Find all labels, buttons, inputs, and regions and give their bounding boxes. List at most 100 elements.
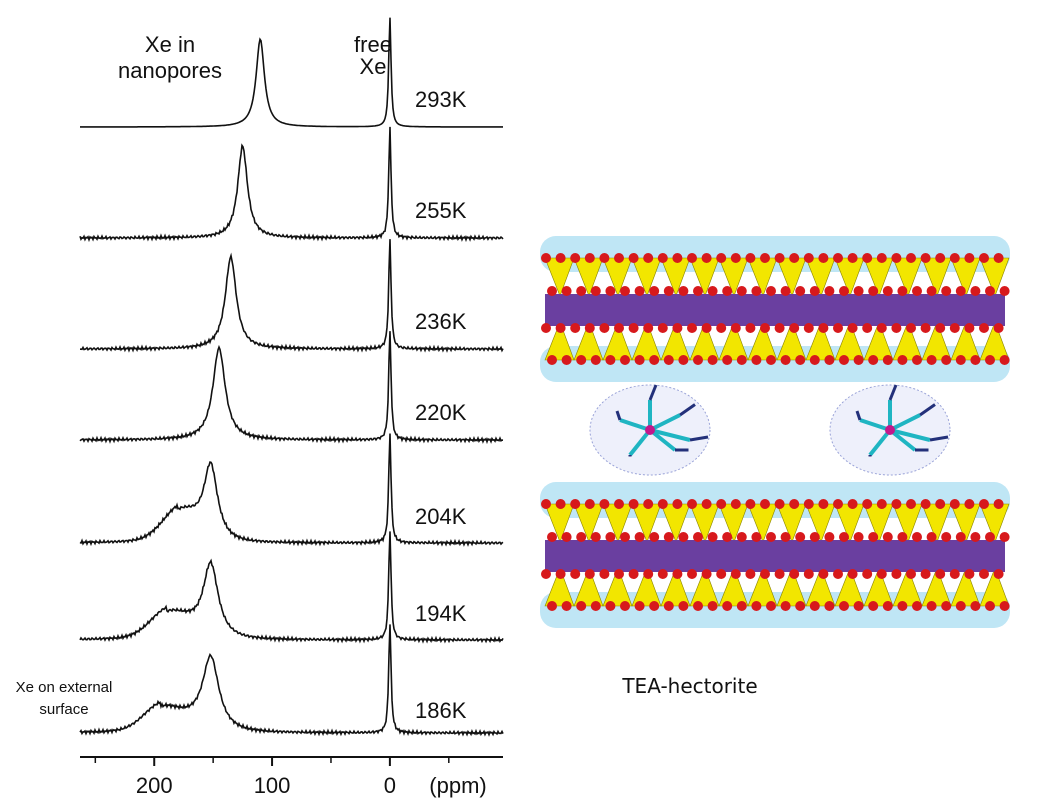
oxygen-atom: [839, 355, 849, 365]
oxygen-atom: [745, 253, 756, 263]
oxygen-atom: [926, 601, 937, 611]
tetrahedron: [747, 567, 778, 607]
oxygen-atom: [853, 601, 864, 611]
oxygen-atom: [882, 601, 893, 611]
oxygen-atom: [576, 532, 587, 542]
tetrahedron: [660, 567, 691, 607]
oxygen-atom: [803, 569, 814, 579]
oxygen-atom: [614, 253, 624, 263]
bond: [628, 428, 652, 457]
oxygen-atom: [678, 286, 689, 296]
oxygen-atom: [853, 532, 864, 542]
oxygen-atom: [920, 323, 931, 333]
spectrum: [80, 239, 504, 353]
oxygen-atom: [774, 569, 785, 579]
oxygen-atom: [693, 532, 703, 542]
oxygen-atom: [809, 355, 820, 365]
oxygen-atom: [605, 532, 616, 542]
oxygen-atom: [657, 499, 668, 509]
oxygen-atom: [876, 323, 887, 333]
oxygen-atom: [590, 355, 601, 365]
tetrahedron: [747, 321, 778, 361]
oxygen-atom: [833, 499, 843, 509]
oxygen-atom: [970, 532, 981, 542]
oxygen-atom: [809, 532, 820, 542]
oxygen-atom: [789, 499, 800, 509]
oxygen-atom: [862, 253, 873, 263]
tetrahedron: [544, 321, 575, 361]
oxygen-atom: [760, 253, 770, 263]
oxygen-atom: [891, 499, 902, 509]
tetrahedron: [834, 567, 865, 607]
oxygen-atom: [949, 499, 960, 509]
oxygen-atom: [678, 532, 689, 542]
bond: [929, 435, 949, 442]
oxygen-atom: [643, 569, 654, 579]
oxygen-atom: [868, 601, 879, 611]
oxygen-atom: [970, 355, 981, 365]
oxygen-atom: [707, 355, 718, 365]
tetrahedron: [776, 567, 807, 607]
oxygen-atom: [941, 601, 952, 611]
oxygen-atom: [809, 286, 820, 296]
bond: [689, 435, 709, 442]
oxygen-atom: [751, 601, 762, 611]
oxygen-atom: [833, 253, 843, 263]
oxygen-atom: [795, 355, 806, 365]
oxygen-atom: [555, 323, 566, 333]
oxygen-atom: [824, 601, 835, 611]
oxygen-atom: [897, 355, 908, 365]
oxygen-atom: [941, 532, 952, 542]
octahedral-sheet: [545, 540, 1005, 572]
oxygen-atom: [964, 569, 975, 579]
annotation: Xe: [360, 54, 387, 79]
oxygen-atom: [868, 532, 879, 542]
oxygen-atom: [795, 532, 806, 542]
oxygen-atom: [716, 323, 727, 333]
octahedral-sheet: [545, 294, 1005, 326]
oxygen-atom: [955, 286, 966, 296]
oxygen-atom: [614, 569, 624, 579]
oxygen-atom: [736, 286, 747, 296]
oxygen-atom: [570, 253, 581, 263]
oxygen-atom: [716, 499, 727, 509]
oxygen-atom: [833, 323, 843, 333]
oxygen-atom: [912, 286, 922, 296]
oxygen-atom: [701, 323, 712, 333]
oxygen-atom: [687, 323, 697, 333]
annotation: nanopores: [118, 58, 222, 83]
oxygen-atom: [730, 569, 741, 579]
oxygen-atom: [882, 286, 893, 296]
oxygen-atom: [657, 323, 668, 333]
oxygen-atom: [707, 286, 718, 296]
oxygen-atom: [649, 355, 660, 365]
oxygen-atom: [736, 601, 747, 611]
oxygen-atom: [803, 499, 814, 509]
oxygen-atom: [605, 286, 616, 296]
oxygen-atom: [839, 601, 849, 611]
oxygen-atom: [891, 569, 902, 579]
oxygen-atom: [620, 355, 630, 365]
oxygen-atom: [628, 253, 639, 263]
oxygen-atom: [766, 532, 776, 542]
oxygen-atom: [561, 601, 572, 611]
oxygen-atom: [999, 532, 1010, 542]
oxygen-atom: [774, 323, 785, 333]
oxygen-atom: [620, 532, 630, 542]
oxygen-atom: [570, 499, 581, 509]
oxygen-atom: [628, 323, 639, 333]
bond: [889, 428, 931, 442]
annotation: Xe on external: [16, 679, 113, 696]
temperature-label: 255K: [415, 198, 467, 223]
oxygen-atom: [687, 569, 697, 579]
oxygen-atom: [576, 601, 587, 611]
oxygen-atom: [964, 499, 975, 509]
oxygen-atom: [926, 532, 937, 542]
oxygen-atom: [818, 499, 829, 509]
oxygen-atom: [657, 569, 668, 579]
oxygen-atom: [672, 323, 683, 333]
oxygen-atom: [795, 286, 806, 296]
oxygen-atom: [634, 601, 645, 611]
bond: [648, 384, 658, 401]
oxygen-atom: [628, 499, 639, 509]
